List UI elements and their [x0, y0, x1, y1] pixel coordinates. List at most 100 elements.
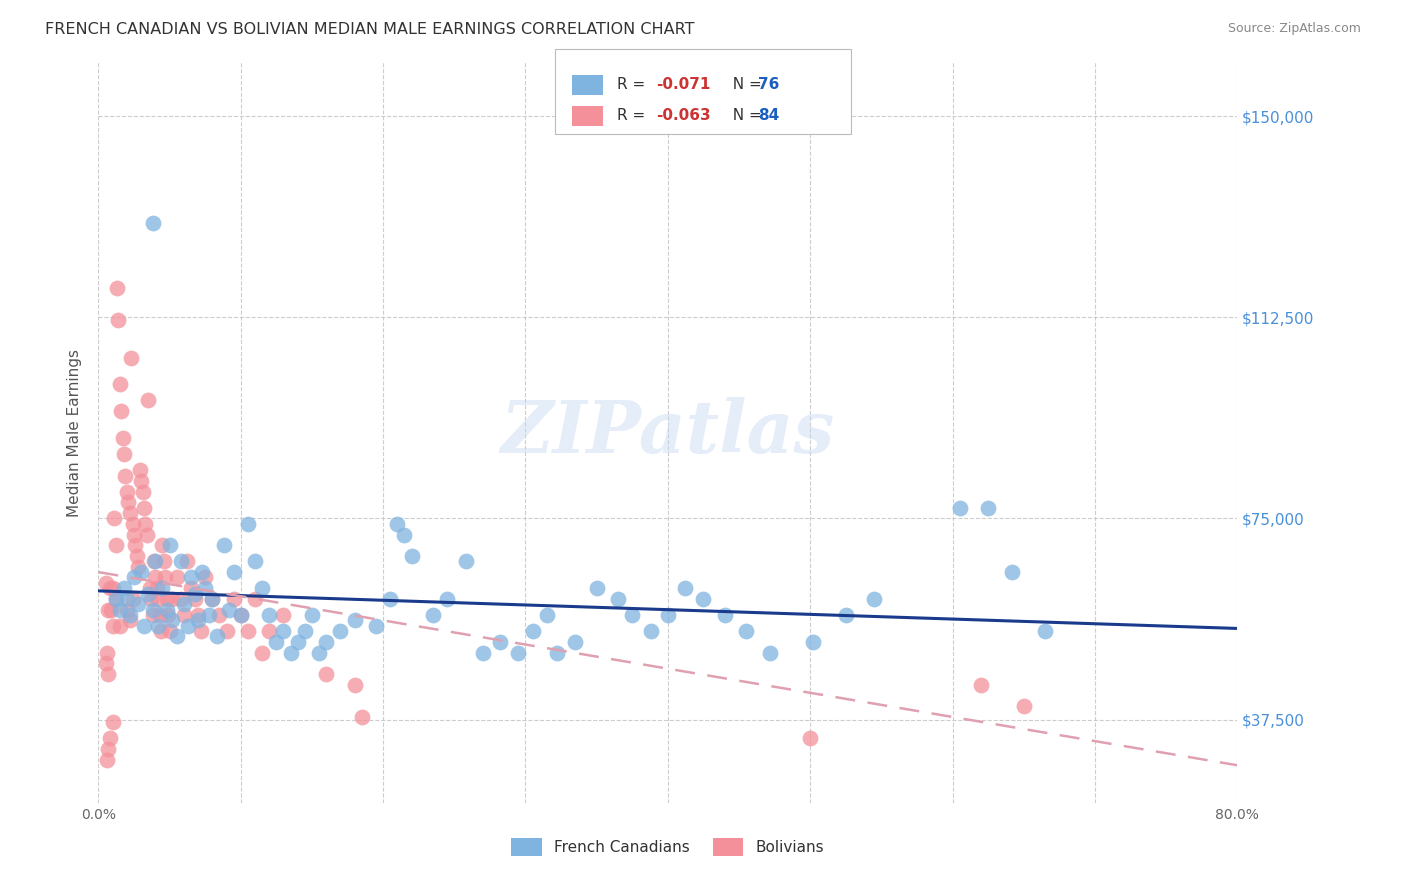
Point [153, 554, 176, 568]
Point [1012, 699, 1035, 714]
Point [162, 591, 184, 606]
Point [692, 591, 714, 606]
Point [977, 500, 1000, 515]
Point [640, 624, 662, 639]
Point [156, 591, 179, 606]
Text: R =: R = [617, 109, 651, 123]
Text: 76: 76 [758, 78, 779, 92]
Point [508, 646, 530, 660]
Point [122, 570, 145, 584]
Point [436, 591, 458, 606]
Point [111, 431, 134, 445]
Point [801, 635, 824, 649]
Point [122, 527, 145, 541]
Text: FRENCH CANADIAN VS BOLIVIAN MEDIAN MALE EARNINGS CORRELATION CHART: FRENCH CANADIAN VS BOLIVIAN MEDIAN MALE … [45, 22, 695, 37]
Point [101, 581, 124, 595]
Point [454, 554, 477, 568]
Point [190, 624, 212, 639]
Point [117, 495, 139, 509]
Point [142, 554, 165, 568]
Point [799, 731, 821, 746]
Point [201, 591, 224, 606]
Text: R =: R = [617, 78, 651, 92]
Point [146, 581, 169, 595]
Text: N =: N = [723, 78, 766, 92]
Point [96, 753, 118, 767]
Point [208, 607, 231, 622]
Point [107, 313, 129, 327]
Point [156, 602, 179, 616]
Point [564, 635, 586, 649]
Point [173, 597, 195, 611]
Point [129, 565, 152, 579]
Point [104, 538, 127, 552]
Point [155, 570, 177, 584]
Point [148, 619, 170, 633]
Point [170, 554, 193, 568]
Point [148, 591, 170, 606]
Point [97, 742, 120, 756]
Point [96, 646, 118, 660]
Point [287, 635, 309, 649]
Point [280, 646, 302, 660]
Point [166, 630, 188, 644]
Point [759, 646, 782, 660]
Point [236, 516, 259, 531]
Point [315, 635, 337, 649]
Point [108, 377, 131, 392]
Point [141, 607, 163, 622]
Point [250, 581, 273, 595]
Point [135, 527, 157, 541]
Point [152, 538, 174, 552]
Point [301, 607, 323, 622]
Point [118, 506, 141, 520]
Point [184, 586, 207, 600]
Point [98, 581, 121, 595]
Point [100, 602, 122, 616]
Point [145, 554, 167, 568]
Point [152, 581, 174, 595]
Point [157, 607, 180, 622]
Point [108, 619, 131, 633]
Point [259, 624, 281, 639]
Point [364, 619, 387, 633]
Point [159, 624, 181, 639]
Text: ZIPatlas: ZIPatlas [501, 397, 835, 468]
Point [98, 731, 121, 746]
Point [387, 516, 409, 531]
Point [115, 484, 138, 499]
Point [139, 591, 162, 606]
Point [110, 404, 132, 418]
Legend: French Canadians, Bolivians: French Canadians, Bolivians [505, 832, 831, 862]
Point [141, 216, 163, 230]
Point [177, 619, 200, 633]
Point [115, 602, 138, 616]
Point [125, 549, 148, 563]
Point [343, 678, 366, 692]
Point [104, 591, 127, 606]
Text: -0.063: -0.063 [657, 109, 711, 123]
Point [194, 570, 217, 584]
Point [114, 468, 136, 483]
Point [970, 678, 993, 692]
Point [522, 624, 544, 639]
Point [835, 607, 858, 622]
Point [250, 646, 273, 660]
Point [621, 607, 644, 622]
Point [132, 619, 155, 633]
Point [159, 538, 181, 552]
Point [273, 607, 295, 622]
Y-axis label: Median Male Earnings: Median Male Earnings [67, 349, 83, 516]
Point [180, 581, 202, 595]
Point [101, 715, 124, 730]
Point [863, 591, 886, 606]
Point [94, 575, 117, 590]
Point [243, 591, 266, 606]
Point [329, 624, 352, 639]
Point [134, 516, 156, 531]
Point [401, 549, 423, 563]
Point [657, 607, 679, 622]
Point [145, 570, 167, 584]
Point [215, 624, 238, 639]
Point [266, 635, 288, 649]
